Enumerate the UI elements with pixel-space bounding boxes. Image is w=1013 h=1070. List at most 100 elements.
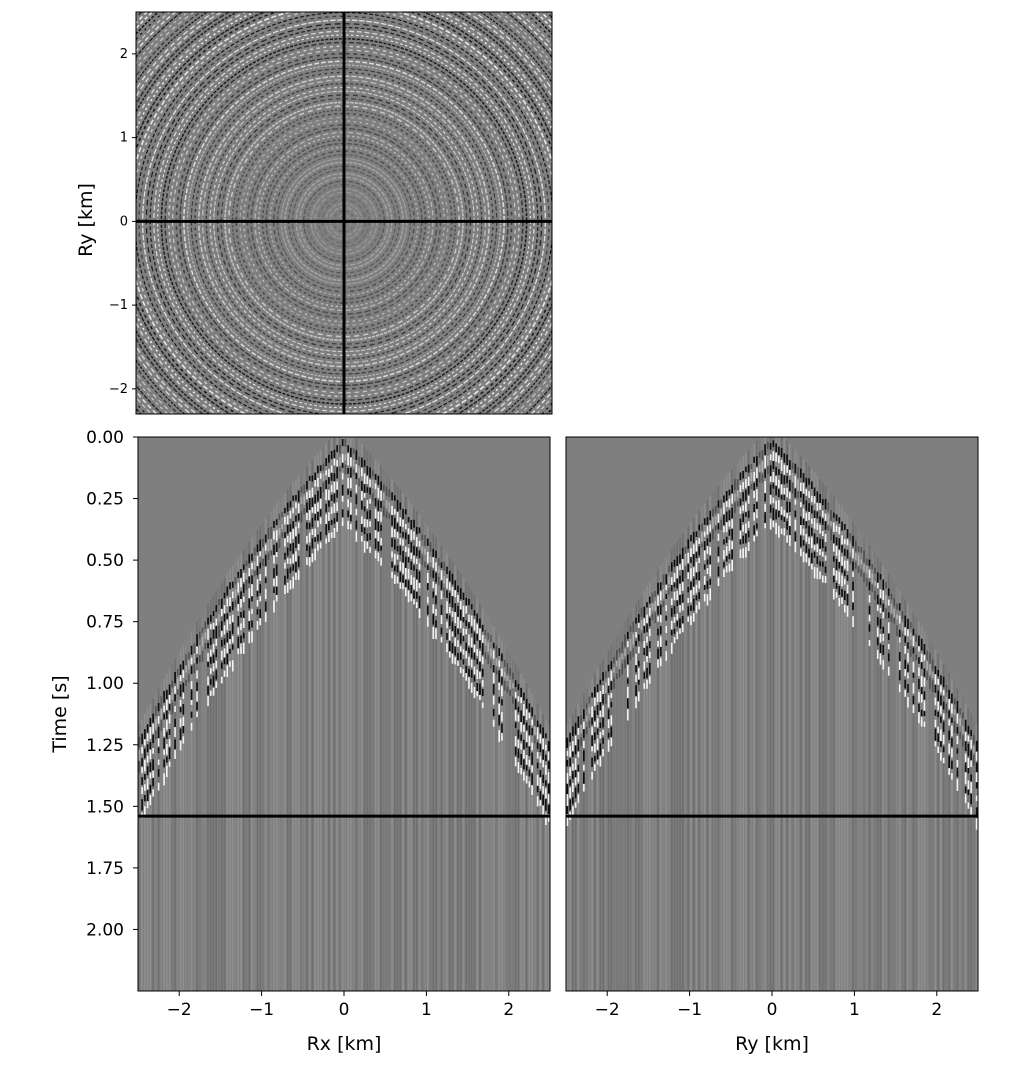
- trace-wavelet: [245, 560, 248, 567]
- trace-wavelet: [794, 541, 797, 553]
- trace-wavelet: [975, 795, 978, 802]
- trace-wavelet: [220, 608, 223, 617]
- trace-faint: [448, 557, 451, 991]
- trace-faint: [676, 541, 679, 991]
- trace-wavelet: [207, 628, 209, 640]
- trace-wavelet: [207, 676, 209, 687]
- trace-wavelet: [481, 642, 484, 656]
- trace-faint: [973, 718, 975, 991]
- trace-wavelet: [596, 759, 599, 765]
- trace-wavelet: [462, 635, 465, 642]
- trace-wavelet: [319, 473, 322, 479]
- trace-wavelet: [967, 768, 970, 774]
- trace-wavelet: [830, 510, 832, 522]
- trace-wavelet: [306, 535, 308, 544]
- trace-wavelet: [454, 580, 457, 591]
- trace-wavelet: [920, 716, 923, 727]
- trace-faint: [643, 590, 646, 991]
- trace-wavelet: [657, 595, 659, 606]
- trace-wavelet: [742, 482, 744, 490]
- trace-wavelet: [786, 521, 788, 530]
- trace-wavelet: [226, 653, 229, 665]
- trace-wavelet: [534, 725, 536, 736]
- trace-wavelet: [328, 520, 330, 531]
- trace-faint: [896, 586, 898, 991]
- trace-wavelet: [786, 501, 788, 513]
- trace-wavelet: [566, 760, 569, 767]
- trace-wavelet: [146, 724, 149, 733]
- trace-wavelet: [594, 743, 596, 753]
- trace-wavelet: [588, 720, 591, 728]
- trace-wavelet: [413, 545, 415, 556]
- trace-wavelet: [470, 627, 473, 634]
- trace-wavelet: [498, 704, 501, 716]
- trace-wavelet: [231, 614, 234, 626]
- trace-wavelet: [190, 681, 193, 692]
- trace-faint: [572, 713, 574, 991]
- trace-wavelet: [473, 686, 476, 699]
- trace-wavelet: [975, 740, 978, 752]
- trace-wavelet: [800, 491, 802, 498]
- trace-faint: [429, 529, 432, 991]
- trace-faint: [665, 557, 668, 991]
- trace-wavelet: [174, 694, 176, 702]
- trace-wavelet: [871, 584, 874, 593]
- trace-wavelet: [152, 747, 154, 754]
- trace-wavelet: [226, 598, 229, 607]
- trace-wavelet: [668, 576, 670, 585]
- trace-wavelet: [838, 597, 841, 607]
- trace-wavelet: [196, 670, 198, 679]
- trace-wavelet: [929, 652, 931, 665]
- trace-wavelet: [399, 546, 402, 556]
- trace-wavelet: [157, 726, 160, 739]
- trace-wavelet: [259, 618, 262, 626]
- trace-faint: [462, 577, 465, 991]
- trace-faint: [350, 437, 352, 991]
- trace-wavelet: [341, 462, 344, 469]
- trace-wavelet: [791, 473, 794, 484]
- trace-wavelet: [673, 605, 676, 615]
- trace-wavelet: [174, 686, 176, 694]
- inline-y-ticks: 0.000.250.500.751.001.251.501.752.00: [86, 428, 138, 940]
- trace-wavelet: [457, 606, 459, 618]
- trace-wavelet: [626, 686, 629, 700]
- trace-wavelet: [698, 571, 701, 580]
- trace-wavelet: [717, 533, 720, 541]
- trace-wavelet: [297, 513, 300, 521]
- trace-wavelet: [215, 649, 218, 658]
- trace-wavelet: [520, 697, 522, 704]
- trace-wavelet: [918, 646, 920, 652]
- trace-wavelet: [366, 487, 369, 493]
- trace-wavelet: [399, 537, 402, 545]
- trace-wavelet: [772, 483, 775, 489]
- trace-wavelet: [868, 614, 871, 622]
- trace-wavelet: [495, 645, 498, 658]
- trace-wavelet: [457, 640, 459, 648]
- trace-wavelet: [275, 575, 278, 587]
- trace-wavelet: [953, 698, 956, 705]
- trace-wavelet: [574, 758, 577, 771]
- trace-wavelet: [443, 576, 446, 584]
- trace-wavelet: [588, 696, 591, 704]
- trace-wavelet: [610, 702, 613, 708]
- trace-wavelet: [882, 603, 885, 614]
- trace-wavelet: [468, 647, 470, 654]
- trace-wavelet: [451, 631, 454, 637]
- trace-wavelet: [470, 659, 473, 668]
- trace-wavelet: [882, 611, 885, 619]
- trace-wavelet: [468, 656, 470, 666]
- trace-wavelet: [635, 617, 637, 624]
- trace-wavelet: [481, 624, 484, 632]
- trace-wavelet: [868, 595, 871, 603]
- trace-wavelet: [520, 743, 522, 750]
- trace-wavelet: [498, 730, 501, 742]
- trace-wavelet: [437, 557, 440, 570]
- trace-wavelet: [251, 631, 253, 643]
- trace-wavelet: [679, 595, 681, 605]
- trace-wavelet: [753, 490, 755, 499]
- trace-wavelet: [868, 624, 871, 632]
- trace-wavelet: [446, 643, 448, 653]
- trace-wavelet: [599, 691, 602, 703]
- trace-wavelet: [407, 528, 410, 534]
- trace-wavelet: [904, 627, 907, 636]
